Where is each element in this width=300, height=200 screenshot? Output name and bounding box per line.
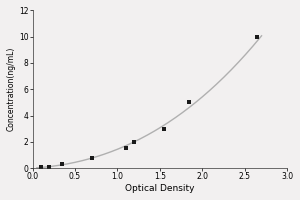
Point [187,101,192,104]
Point [60,163,64,166]
Point [162,127,167,130]
Point [132,140,137,143]
Y-axis label: Concentration(ng/mL): Concentration(ng/mL) [7,47,16,131]
Point [39,166,44,169]
Point [123,147,128,150]
Point [89,156,94,159]
Point [47,165,52,168]
X-axis label: Optical Density: Optical Density [125,184,194,193]
Point [255,35,260,38]
